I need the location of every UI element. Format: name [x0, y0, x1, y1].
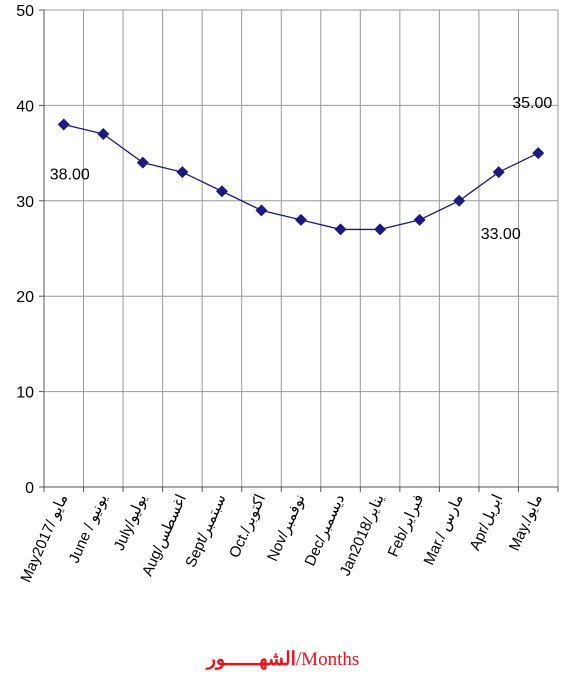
data-point-marker: [453, 194, 466, 207]
series-path: [63, 123, 539, 231]
data-labels: 38.00 33.00 35.00: [50, 95, 553, 243]
x-tick-label: Feb/فبراير: [385, 492, 428, 560]
data-point-marker: [532, 147, 545, 160]
x-tick-label: July/يوليو: [111, 492, 151, 553]
y-tick-labels: 0 10 20 30 40 50: [16, 3, 34, 497]
data-point-marker: [413, 213, 426, 226]
x-tick-label: Oct./اكتوبر: [226, 492, 269, 561]
data-point-marker: [176, 166, 189, 179]
x-tick-label: Sept/سبتمبر: [182, 492, 229, 570]
data-point-marker: [255, 204, 268, 217]
data-point-marker: [97, 128, 110, 141]
y-tick-label: 10: [16, 385, 34, 402]
y-tick-label: 40: [16, 98, 34, 115]
data-point-marker: [136, 156, 149, 169]
data-label: 38.00: [50, 166, 90, 183]
series-line: [57, 118, 545, 236]
data-point-marker: [295, 213, 307, 226]
axes: [39, 9, 559, 492]
y-tick-label: 50: [16, 3, 34, 20]
x-tick-label: May./مايو: [506, 492, 546, 554]
x-tick-label: June / يونيو: [66, 492, 111, 566]
x-tick-label: Apr/ابريل: [467, 492, 507, 553]
gridlines: [44, 9, 559, 487]
y-tick-label: 30: [16, 194, 34, 211]
data-label: 33.00: [481, 226, 521, 243]
x-tick-label: Dec/ديسمبر: [302, 492, 349, 569]
x-axis-title: الشهــــــور/Months: [0, 648, 566, 671]
data-label: 35.00: [512, 95, 552, 112]
y-tick-label: 20: [16, 289, 34, 306]
x-axis-title-arabic: الشهــــــور: [206, 649, 296, 670]
data-point-marker: [374, 223, 387, 236]
data-point-marker: [492, 166, 505, 179]
x-tick-label: Mar./ مارس: [420, 492, 466, 568]
x-tick-label: May2017/ مايو: [17, 492, 71, 585]
x-axis-title-english: /Months: [295, 649, 360, 670]
y-tick-label: 0: [25, 480, 34, 497]
data-point-marker: [215, 185, 228, 198]
x-tick-label: Nov/نوفمبر: [264, 492, 309, 564]
data-point-marker: [57, 118, 70, 131]
data-point-marker: [334, 223, 347, 236]
